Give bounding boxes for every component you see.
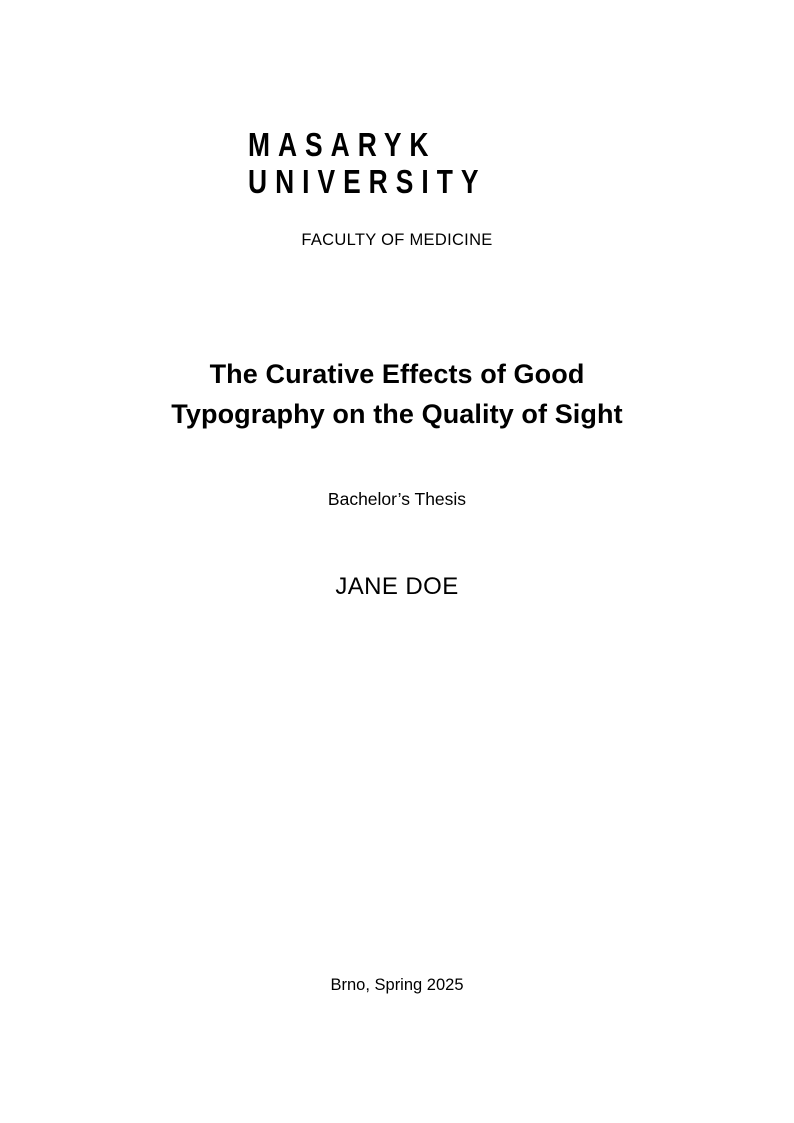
author-name: JANE DOE xyxy=(335,573,459,600)
thesis-title-line-2: Typography on the Quality of Sight xyxy=(171,399,623,429)
thesis-kind: Bachelor’s Thesis xyxy=(327,489,467,509)
university-logo-text: MASARYK UNIVERSITY xyxy=(248,126,546,200)
place-and-date: Brno, Spring 2025 xyxy=(330,976,464,994)
thesis-title: The Curative Effects of Good Typography … xyxy=(0,354,794,434)
university-logo: MASARYK UNIVERSITY xyxy=(0,126,794,200)
university-logo-line-2: UNIVERSITY xyxy=(247,163,487,200)
thesis-title-line-1: The Curative Effects of Good xyxy=(209,359,585,389)
university-logo-line-1: MASARYK xyxy=(247,126,437,163)
faculty-name: FACULTY OF MEDICINE xyxy=(301,231,493,249)
